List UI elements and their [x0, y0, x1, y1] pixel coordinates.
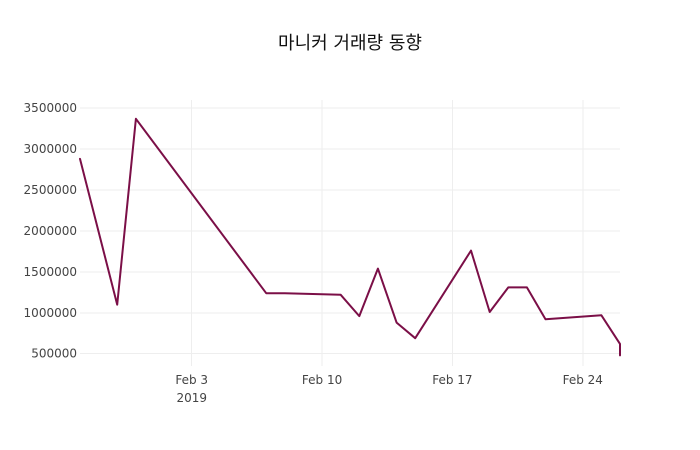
x-tick-label: Feb 10 — [302, 373, 342, 387]
chart-title: 마니커 거래량 동향 — [278, 33, 422, 54]
x-tick-sublabel: 2019 — [176, 391, 207, 405]
y-tick-label: 1500000 — [24, 265, 77, 279]
x-tick-label: Feb 3 — [175, 373, 208, 387]
series-layer — [79, 117, 621, 357]
x-tick-label: Feb 24 — [563, 373, 603, 387]
y-tick-label: 1000000 — [24, 306, 77, 320]
y-tick-label: 2500000 — [24, 183, 77, 197]
y-tick-label: 500000 — [31, 347, 77, 361]
x-tick-label: Feb 17 — [432, 373, 472, 387]
y-tick-label: 3500000 — [24, 101, 77, 115]
axis-labels: 500000 1000000 1500000 2000000 2500000 300000… — [24, 101, 603, 405]
grid-layer — [80, 100, 620, 366]
volume-line — [79, 117, 621, 357]
y-tick-label: 2000000 — [24, 224, 77, 238]
y-tick-label: 3000000 — [24, 142, 77, 156]
